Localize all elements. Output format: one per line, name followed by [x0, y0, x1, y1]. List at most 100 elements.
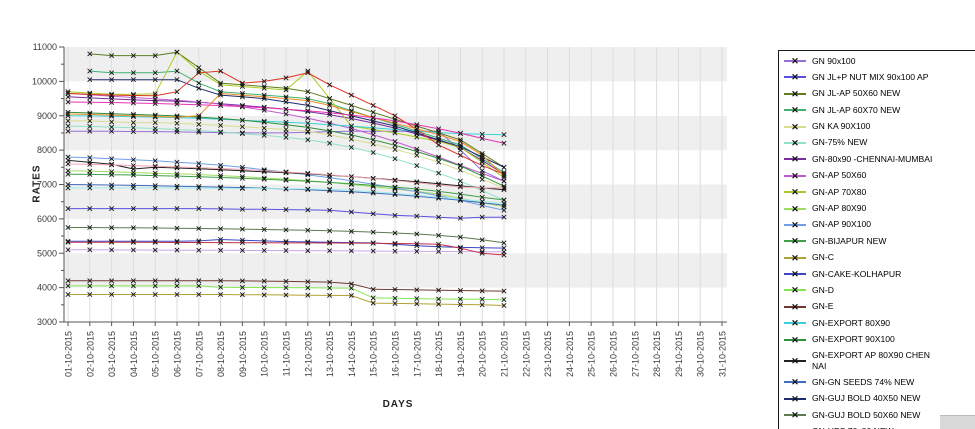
series-gn-d — [65, 283, 507, 303]
legend-item: ✕ GN 90x100 — [784, 55, 975, 67]
svg-text:27-10-2015: 27-10-2015 — [630, 331, 640, 377]
svg-text:23-10-2015: 23-10-2015 — [543, 331, 553, 377]
x-axis-title: DAYS — [382, 399, 414, 410]
svg-text:29-10-2015: 29-10-2015 — [674, 331, 684, 377]
legend-item: ✕ GN-GUJ BOLD 50X60 NEW — [784, 409, 975, 421]
legend-marker-icon: ✕ — [784, 203, 806, 215]
legend-marker-icon: ✕ — [784, 235, 806, 247]
legend-item: ✕ GN-AP 80X90 — [784, 203, 975, 215]
svg-text:15-10-2015: 15-10-2015 — [369, 331, 379, 377]
series-unlabeled-25 — [65, 99, 507, 146]
svg-text:3000: 3000 — [37, 317, 57, 327]
legend-item: ✕ GN-EXPORT 80X90 — [784, 317, 975, 329]
legend-item: ✕ GN JL+P NUT MIX 90x100 AP — [784, 71, 975, 83]
svg-text:11-10-2015: 11-10-2015 — [282, 331, 292, 376]
svg-text:07-10-2015: 07-10-2015 — [194, 331, 204, 377]
legend-item-label: GN-EXPORT 80X90 — [812, 317, 891, 328]
svg-text:09-10-2015: 09-10-2015 — [238, 331, 248, 377]
svg-text:19-10-2015: 19-10-2015 — [456, 331, 466, 377]
series-gn-e — [65, 278, 507, 294]
legend-marker-icon: ✕ — [784, 153, 806, 165]
legend-item-label: GN-CAKE-KOLHAPUR — [812, 268, 902, 279]
svg-text:25-10-2015: 25-10-2015 — [587, 331, 597, 377]
series-unlabeled-23 — [65, 68, 507, 177]
svg-text:6000: 6000 — [37, 214, 57, 224]
svg-text:14-10-2015: 14-10-2015 — [347, 331, 357, 377]
legend-item-label: GN-EXPORT AP 80X90 CHENNAI — [812, 350, 930, 372]
legend-marker-icon: ✕ — [784, 317, 806, 329]
svg-text:7000: 7000 — [37, 180, 57, 190]
legend-item: ✕ GN-EXPORT 90X100 — [784, 334, 975, 346]
legend-marker-icon: ✕ — [784, 268, 806, 280]
svg-text:24-10-2015: 24-10-2015 — [565, 331, 575, 377]
legend-item-label: GN JL-AP 50X60 NEW — [812, 88, 901, 99]
y-axis-title: RATES — [31, 164, 43, 203]
legend-item-label: GN-GUJ BOLD 50X60 NEW — [812, 409, 921, 420]
x-axis-ticks: 01-10-2015 02-10-2015 03-10-2015 04-10-2015… — [64, 322, 728, 377]
legend-item: ✕ GN-75% NEW — [784, 137, 975, 149]
legend-item: ✕ GN-BIJAPUR NEW — [784, 235, 975, 247]
legend-item-label: GN JL+P NUT MIX 90x100 AP — [812, 71, 929, 82]
series-unlabeled-26 — [65, 161, 507, 191]
scrollbar-corner[interactable] — [940, 415, 975, 429]
legend-marker-icon: ✕ — [784, 426, 806, 429]
legend-item: ✕ GN-80x90 -CHENNAI-MUMBAI — [784, 153, 975, 165]
svg-text:13-10-2015: 13-10-2015 — [325, 331, 335, 377]
chart-area: 3000 4000 5000 6000 7000 8000 9000 10000 11000 01… — [31, 42, 728, 410]
svg-text:11000: 11000 — [33, 42, 57, 52]
legend-item-label: GN-AP 90X100 — [812, 219, 872, 230]
y-axis-ticks: 3000 4000 5000 6000 7000 8000 9000 10000 11000 — [32, 42, 64, 327]
legend-item: ✕ GN-GUJ BOLD 40X50 NEW — [784, 393, 975, 405]
legend-item-label: GN-C — [812, 252, 834, 263]
legend-marker-icon: ✕ — [784, 55, 806, 67]
svg-text:8000: 8000 — [37, 145, 57, 155]
series-unlabeled-27 — [65, 247, 507, 255]
legend-item-label: GN-80x90 -CHENNAI-MUMBAI — [812, 153, 933, 164]
svg-text:22-10-2015: 22-10-2015 — [521, 331, 531, 377]
legend-item: ✕ GN JL-AP 50X60 NEW — [784, 88, 975, 100]
series-gn-bijapur-new — [65, 171, 507, 203]
series-unlabeled-24 — [65, 90, 507, 179]
legend-marker-icon: ✕ — [784, 88, 806, 100]
legend-marker-icon: ✕ — [784, 376, 806, 388]
series-unlabeled-28 — [65, 239, 507, 258]
legend-item-label: GN-EXPORT 90X100 — [812, 334, 895, 345]
svg-text:10-10-2015: 10-10-2015 — [260, 331, 270, 377]
legend-item-label: GN-AP 80X90 — [812, 203, 867, 214]
series-gn-export-90x100 — [65, 109, 507, 189]
legend-item: ✕ GN-AP 50X60 — [784, 170, 975, 182]
legend-item: ✕ GN-GN SEEDS 74% NEW — [784, 376, 975, 388]
svg-text:5000: 5000 — [37, 248, 57, 258]
legend-marker-icon: ✕ — [784, 137, 806, 149]
legend-item: ✕ GN-AP 90X100 — [784, 219, 975, 231]
legend-marker-icon: ✕ — [784, 219, 806, 231]
svg-text:08-10-2015: 08-10-2015 — [216, 331, 226, 377]
legend-item-label: GN-GUJ BOLD 40X50 NEW — [812, 393, 921, 404]
legend-item: ✕ GN-C — [784, 252, 975, 264]
chart-legend: ✕ GN 90x100 ✕ GN JL+P NUT MIX 90x100 AP … — [778, 50, 975, 429]
legend-item-label: GN KA 90X100 — [812, 121, 871, 132]
svg-text:06-10-2015: 06-10-2015 — [173, 331, 183, 377]
legend-item-label: GN-HPS 70x80 NEW — [812, 426, 894, 429]
legend-marker-icon: ✕ — [784, 170, 806, 182]
legend-item-label: GN JL-AP 60X70 NEW — [812, 104, 901, 115]
legend-item: ✕ GN-AP 70X80 — [784, 186, 975, 198]
legend-item: ✕ GN-E — [784, 301, 975, 313]
series-gn-guj-bold-40x50-new — [87, 77, 507, 170]
svg-text:20-10-2015: 20-10-2015 — [478, 331, 488, 377]
legend-item: ✕ GN JL-AP 60X70 NEW — [784, 104, 975, 116]
legend-item: ✕ GN-CAKE-KOLHAPUR — [784, 268, 975, 280]
svg-text:05-10-2015: 05-10-2015 — [151, 331, 161, 377]
svg-text:03-10-2015: 03-10-2015 — [107, 331, 117, 377]
svg-text:01-10-2015: 01-10-2015 — [64, 331, 74, 377]
svg-text:30-10-2015: 30-10-2015 — [696, 331, 706, 377]
legend-marker-icon: ✕ — [784, 334, 806, 346]
svg-text:28-10-2015: 28-10-2015 — [652, 331, 662, 377]
svg-text:02-10-2015: 02-10-2015 — [85, 331, 95, 377]
legend-item-label: GN-BIJAPUR NEW — [812, 235, 887, 246]
series-gn-75%-new — [65, 123, 507, 203]
legend-marker-icon: ✕ — [784, 71, 806, 83]
svg-text:12-10-2015: 12-10-2015 — [303, 331, 313, 377]
